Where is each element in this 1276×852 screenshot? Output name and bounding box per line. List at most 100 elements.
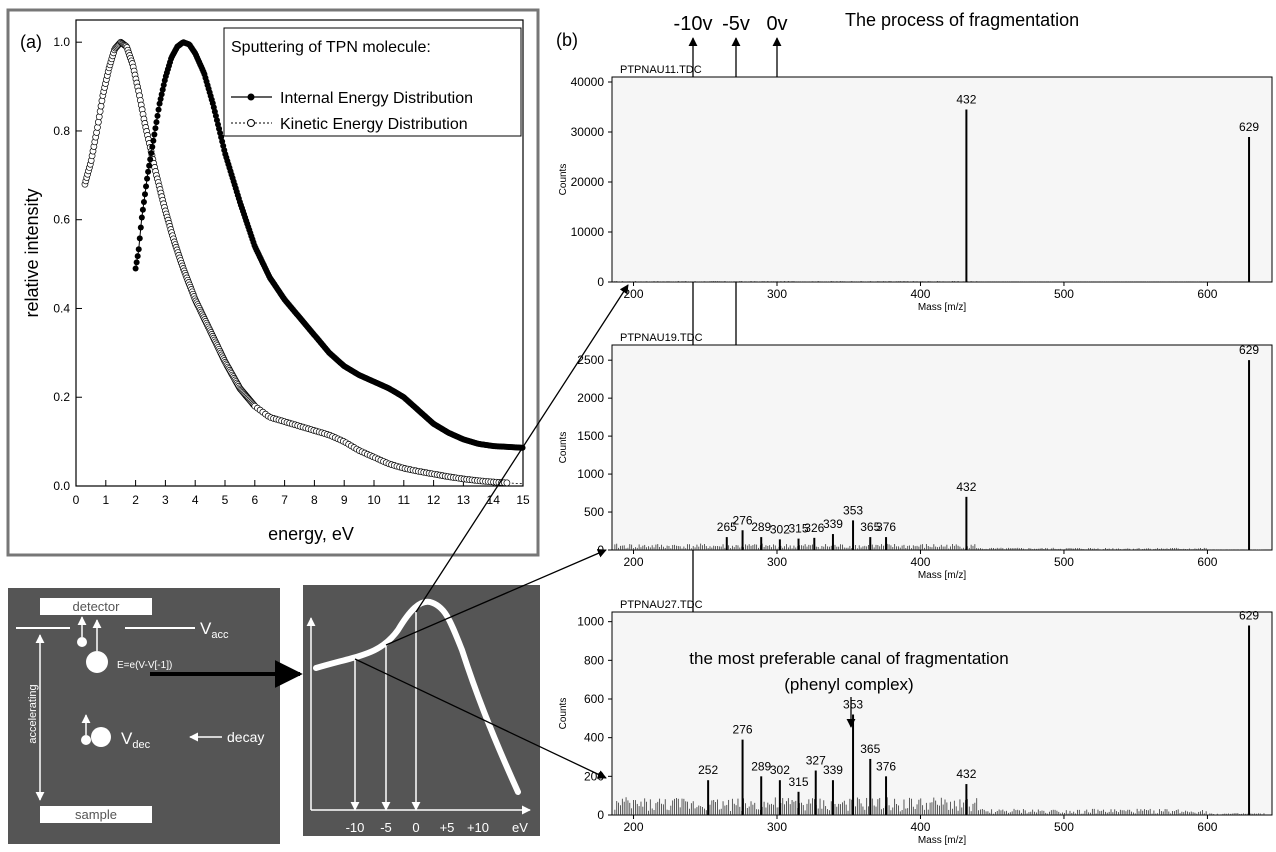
peak-label: 289 (751, 759, 771, 773)
x-tick-label-a: 5 (222, 493, 229, 507)
y-axis-label: Counts (558, 698, 569, 730)
arrow-minus10v (354, 658, 607, 779)
voltage-label-minus5: -5v (722, 13, 750, 35)
decay-label: decay (227, 729, 264, 745)
peak-label: 315 (789, 775, 809, 789)
y-tick-label: 600 (584, 692, 604, 706)
data-point-internal (154, 112, 161, 119)
v-acc-label: Vacc (200, 619, 229, 641)
x-tick-label: 400 (910, 287, 930, 301)
data-point-internal (148, 150, 155, 157)
plot-area-a (75, 19, 524, 487)
y-tick-label: 0 (597, 275, 604, 289)
arrow-0v (415, 284, 629, 613)
x-tick-label-a: 8 (311, 493, 318, 507)
panel-a-label: (a) (20, 32, 42, 52)
y-tick-label: 1500 (577, 429, 604, 443)
peak-label: 302 (770, 522, 790, 536)
x-tick-label-a: 14 (487, 493, 501, 507)
x-tick-label-a: 11 (398, 493, 411, 507)
y-tick-label: 40000 (571, 75, 605, 89)
x-tick-label-a: 6 (251, 493, 258, 507)
data-point-internal (143, 183, 150, 190)
peak-label: 629 (1239, 343, 1259, 357)
legend-a: Sputtering of TPN molecule: Internal Ene… (223, 27, 522, 137)
panel-a: (a) 0 1 2 3 4 5 6 7 8 9 10 11 12 13 14 150.00.20.40.60.… (6, 8, 540, 557)
data-point-internal (157, 95, 164, 102)
y-tick-label: 200 (584, 769, 604, 783)
plot-area (611, 76, 1273, 283)
x-tick-label: 500 (1054, 555, 1074, 569)
x-tick-label: 300 (767, 287, 787, 301)
axes-a: 0 1 2 3 4 5 6 7 8 9 10 11 12 13 14 150.00.20.40.60.81.0 (53, 35, 530, 507)
data-point-kinetic (503, 479, 511, 487)
data-point-internal (153, 119, 160, 126)
data-point-internal (133, 259, 140, 266)
peak-label: 353 (843, 697, 863, 711)
peak-label: 365 (860, 742, 880, 756)
plot-area (611, 611, 1273, 816)
x-tick-label: 600 (1197, 287, 1217, 301)
peak-label: 376 (876, 520, 896, 534)
x-tick-label-a: 15 (516, 493, 530, 507)
x-tick-label: 200 (624, 820, 644, 834)
peak-label: 265 (717, 520, 737, 534)
spectrum-3-annotation: the most preferable canal of fragmentati… (689, 649, 1009, 728)
y-tick-label-a: 0.8 (53, 124, 70, 138)
energy-inset-tick-label: +10 (467, 820, 489, 835)
peak-label: 276 (733, 723, 753, 737)
plot-area (611, 344, 1273, 551)
peak-label: 629 (1239, 120, 1259, 134)
data-point-internal (132, 265, 139, 272)
sample-box (40, 806, 152, 823)
y-tick-label-a: 1.0 (53, 35, 70, 49)
y-tick-label-a: 0.4 (53, 301, 70, 315)
y-tick-label: 0 (597, 543, 604, 557)
voltage-label-0: 0v (766, 13, 787, 35)
x-tick-label-a: 9 (341, 493, 348, 507)
data-point-internal (149, 143, 156, 150)
data-point-internal (151, 131, 158, 138)
energy-inset-box (303, 585, 540, 836)
arrow-minus5v (385, 549, 607, 646)
peak-label: 432 (956, 767, 976, 781)
energy-inset-unit: eV (512, 820, 528, 835)
energy-inset: -10 -5 0 +5 +10 eV (303, 585, 540, 836)
spectrum-1: PTPNAU11.TDC 200 300 400 500 600 0 10000 20000 30… (558, 64, 1273, 313)
x-tick-label: 300 (767, 555, 787, 569)
data-point-internal (139, 206, 146, 213)
schematic-box (8, 588, 280, 844)
x-tick-label: 500 (1054, 820, 1074, 834)
legend-series-1: Internal Energy Distribution (280, 90, 473, 107)
x-tick-label-a: 3 (162, 493, 169, 507)
data-point-internal (141, 191, 148, 198)
data-point-internal (147, 156, 154, 163)
y-tick-label: 800 (584, 653, 604, 667)
energy-inset-tick-label: +5 (440, 820, 455, 835)
y-tick-label-a: 0.0 (53, 479, 70, 493)
peak-label: 302 (770, 763, 790, 777)
peak-label: 376 (876, 759, 896, 773)
data-point-internal (144, 175, 151, 182)
x-tick-label: 400 (910, 820, 930, 834)
y-axis-label: Counts (558, 164, 569, 196)
peak-label: 339 (823, 517, 843, 531)
y-axis-label-a: relative intensity (22, 188, 42, 317)
peak-label: 252 (698, 763, 718, 777)
x-tick-label-a: 0 (73, 493, 80, 507)
x-tick-label: 200 (624, 555, 644, 569)
x-axis-label-a: energy, eV (268, 524, 354, 544)
panel-b-label: (b) (556, 30, 578, 50)
detector-box (40, 598, 152, 615)
data-point-internal (134, 253, 141, 260)
accelerating-label: accelerating (27, 684, 39, 743)
x-tick-label: 500 (1054, 287, 1074, 301)
y-tick-label: 30000 (571, 125, 605, 139)
y-tick-label: 500 (584, 505, 604, 519)
x-tick-label-a: 7 (281, 493, 288, 507)
x-tick-label-a: 4 (192, 493, 199, 507)
annotation-line-2: (phenyl complex) (784, 675, 913, 694)
data-point-internal (137, 224, 144, 231)
data-point-internal (155, 106, 162, 113)
x-tick-label-a: 2 (132, 493, 139, 507)
